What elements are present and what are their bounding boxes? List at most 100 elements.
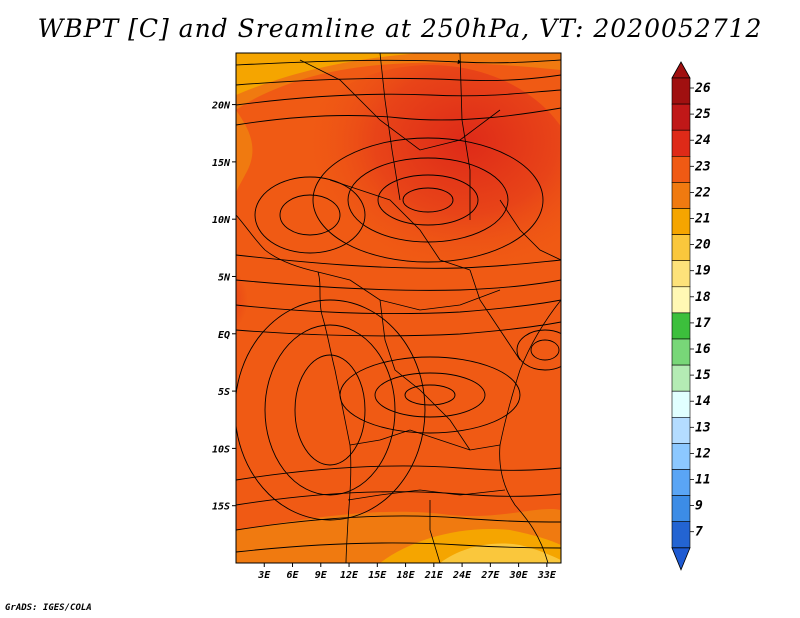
colorbar-top-arrow: [671, 61, 691, 79]
colorbar-swatch: [671, 495, 691, 523]
colorbar-label: 18: [695, 290, 711, 305]
colorbar-label: 14: [695, 394, 711, 409]
streamline-vortex-north: [377, 174, 479, 226]
lon-tick-label: 15E: [368, 570, 387, 581]
streamline: [236, 542, 561, 553]
lon-tick-label: 24E: [452, 570, 472, 581]
streamline-vortex-west: [254, 176, 366, 254]
colorbar-label: 15: [695, 368, 711, 383]
streamline: [236, 107, 561, 126]
colorbar-swatch: [671, 312, 691, 340]
lon-tick-label: 27E: [480, 570, 500, 581]
border-6: [379, 299, 471, 451]
colorbar-label: 20: [694, 238, 711, 253]
colorbar-swatch: [671, 286, 691, 314]
colorbar-label: 21: [694, 212, 711, 227]
streamline: [236, 515, 561, 531]
colorbar-bottom-arrow: [671, 547, 691, 571]
streamline-vortex-north: [402, 187, 454, 213]
streamline-vortex-north: [347, 157, 509, 243]
field-north-hot: [280, 65, 561, 305]
streamline-vortex-west: [279, 194, 341, 236]
lon-tick-label: 3E: [257, 570, 271, 581]
lon-axis: 3E 6E 9E 12E 15E 18E 21E 24E 27E 30E 33E: [257, 563, 557, 581]
country-borders: [236, 53, 561, 563]
border-10: [499, 199, 561, 261]
lat-axis: 20N 15N 10N 5N EQ 5S 10S 15S: [211, 101, 236, 513]
colorbar-label: 16: [695, 342, 711, 357]
lon-tick-label: 33E: [537, 570, 557, 581]
colorbar-swatch: [671, 416, 691, 444]
colorbar-label: 9: [695, 499, 703, 514]
colorbar-label: 17: [695, 316, 711, 331]
colorbar-swatch: [671, 156, 691, 183]
border-5: [317, 271, 501, 311]
streamline: [236, 74, 561, 86]
colorbar-label: 23: [694, 159, 711, 174]
lat-tick-label: EQ: [218, 330, 230, 341]
coastline-east: [499, 299, 561, 563]
colorbar-swatch: [671, 469, 691, 496]
chart-title: WBPT [C] and Sreamline at 250hPa, VT: 20…: [37, 14, 763, 43]
colorbar-swatch: [671, 208, 691, 235]
plot-frame: [235, 52, 562, 564]
lat-tick-label: 5S: [218, 387, 230, 398]
colorbar-label: 24: [694, 133, 711, 148]
streamlines: [236, 59, 561, 553]
colorbar-swatch: [671, 443, 691, 470]
lat-tick-label: 5N: [218, 272, 231, 283]
streamline-vortex-south: [374, 372, 486, 418]
credit-text: GrADS: IGES/COLA: [5, 603, 92, 613]
colorbar-label: 11: [695, 473, 711, 488]
border-3: [459, 53, 471, 220]
lat-tick-label: 10S: [212, 444, 230, 455]
colorbar-label: 22: [694, 185, 711, 200]
colorbar-label: 25: [694, 107, 711, 122]
coastline-west: [236, 214, 352, 563]
streamline-vortex-southwest: [294, 354, 366, 466]
streamline: [236, 321, 561, 337]
lat-tick-label: 20N: [211, 101, 231, 112]
colorbar-swatch: [671, 521, 691, 549]
lon-tick-label: 6E: [286, 570, 299, 581]
colorbar-swatch: [671, 260, 691, 288]
lon-tick-label: 30E: [509, 570, 529, 581]
streamline: [236, 59, 561, 66]
colorbar: 26 25 24 23 22 21 20 19 18 17 16 15 14 13 12 11 9 7: [671, 61, 711, 571]
lat-tick-label: 15S: [212, 502, 230, 513]
border-2: [379, 53, 401, 201]
field-west-hot: [236, 255, 296, 345]
border-9: [429, 500, 441, 563]
streamline: [236, 491, 561, 506]
lat-tick-label: 10N: [212, 215, 231, 226]
streamline-vortex-east: [516, 329, 561, 371]
lon-tick-label: 12E: [340, 570, 359, 581]
streamline-vortex-southwest: [264, 324, 396, 496]
streamline-vortex-south: [339, 356, 521, 434]
field-band-south-20: [440, 543, 561, 563]
border-1: [299, 59, 501, 151]
streamline: [236, 279, 561, 291]
streamline: [236, 89, 561, 106]
streamline-vortex-southwest: [236, 299, 426, 521]
colorbar-swatch: [671, 390, 691, 418]
colorbar-label: 7: [695, 525, 703, 540]
colorbar-label: 13: [695, 420, 711, 435]
colorbar-swatch: [671, 338, 691, 366]
streamline-vortex-south: [404, 384, 456, 406]
streamline-vortex-north: [312, 137, 544, 263]
colorbar-label: 19: [695, 264, 711, 279]
colorbar-swatch: [671, 234, 691, 262]
lon-tick-label: 18E: [397, 570, 416, 581]
colorbar-swatch: [671, 364, 691, 392]
border-7: [349, 429, 501, 451]
colorbar-label: 26: [694, 81, 711, 96]
streamline: [236, 254, 561, 269]
border-8: [347, 489, 506, 501]
border-11: [469, 269, 521, 361]
field-band-north-21: [236, 53, 420, 95]
colorbar-swatch: [671, 103, 691, 131]
lat-tick-label: 15N: [212, 158, 231, 169]
lon-tick-label: 21E: [424, 570, 444, 581]
